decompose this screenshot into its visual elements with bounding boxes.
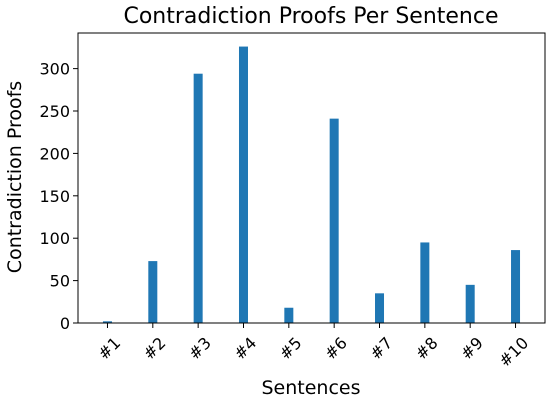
y-tick-label: 100: [39, 229, 70, 248]
bar-8: [420, 242, 430, 323]
y-axis-label: Contradiction Proofs: [4, 81, 26, 273]
bar-7: [375, 293, 385, 323]
y-tick-label: 150: [39, 187, 70, 206]
chart-title: Contradiction Proofs Per Sentence: [123, 4, 498, 29]
bar-5: [284, 307, 294, 323]
plot-area-frame: [77, 32, 546, 324]
x-tick-label: #9: [457, 333, 487, 363]
y-tick-label: 250: [39, 102, 70, 121]
bar-3: [193, 73, 203, 323]
x-tick-label: #6: [321, 333, 351, 363]
bar-9: [465, 284, 475, 323]
x-tick-label: #1: [94, 333, 124, 363]
y-tick-label: 0: [60, 314, 70, 333]
x-tick-label: #5: [275, 333, 305, 363]
x-tick-label: #10: [495, 333, 532, 370]
y-tick-label: 300: [39, 60, 70, 79]
x-tick-label: #2: [139, 333, 169, 363]
bar-4: [238, 46, 248, 323]
x-axis-label: Sentences: [261, 377, 360, 399]
y-tick-label: 50: [50, 272, 70, 291]
x-tick-label: #7: [366, 333, 396, 363]
bar-6: [329, 118, 339, 323]
x-tick-label: #4: [230, 333, 260, 363]
bar-1: [102, 321, 112, 323]
x-axis-ticks: #1 #2 #3 #4 #5 #6 #7 #8 #9 #10: [94, 323, 532, 371]
bar-10: [511, 250, 521, 323]
bar-2: [148, 261, 158, 323]
x-tick-label: #3: [185, 333, 215, 363]
x-tick-label: #8: [411, 333, 441, 363]
bars-group: [102, 46, 521, 323]
y-axis-ticks: 0 50 100 150 200 250 300: [39, 60, 78, 333]
y-tick-label: 200: [39, 144, 70, 163]
